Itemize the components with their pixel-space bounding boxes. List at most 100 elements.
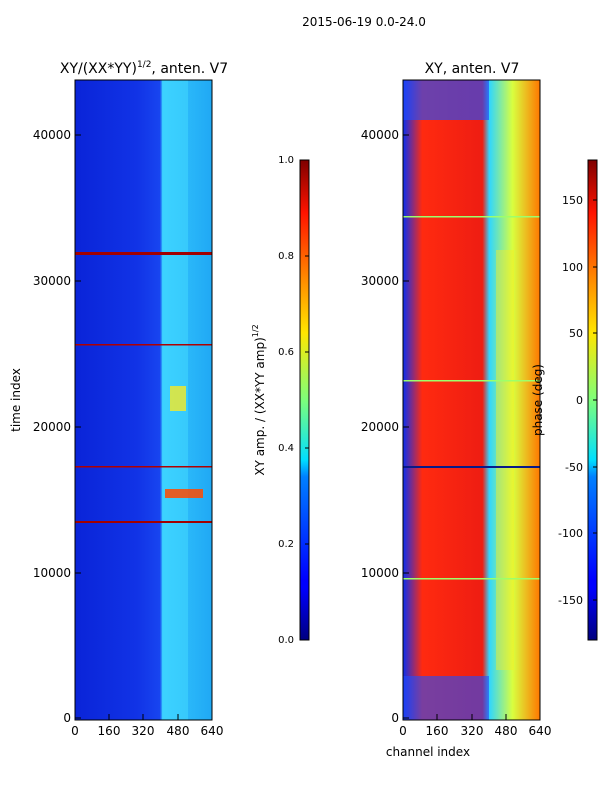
right-y-tick: 10000 <box>361 566 409 580</box>
left-red-stripe-3 <box>75 344 212 346</box>
figure-suptitle: 2015-06-19 0.0-24.0 <box>302 15 426 29</box>
left-heatmap-overlays <box>75 80 212 720</box>
right-x-tick: 640 <box>529 714 552 738</box>
right-colorbar-tick: 0 <box>576 394 597 407</box>
left-y-tick: 0 <box>63 711 81 725</box>
left-x-tick: 480 <box>167 714 190 738</box>
right-green-stripe <box>403 216 540 218</box>
left-y-tick-label: 40000 <box>33 128 71 142</box>
right-y-tick: 30000 <box>361 274 409 288</box>
right-x-tick-label: 320 <box>461 724 484 738</box>
left-title-rest: , anten. V7 <box>151 61 228 77</box>
left-red-stripe-2 <box>75 521 212 523</box>
left-colorbar-tick: 0.8 <box>278 251 309 262</box>
right-x-tick: 160 <box>426 714 449 738</box>
left-colorbar-tick-label: 0.8 <box>278 251 294 262</box>
left-colorbar-label-main: XY amp. / (XX*YY amp) <box>253 337 267 475</box>
left-x-tick-label: 640 <box>201 724 224 738</box>
left-high-band-red <box>165 489 203 498</box>
left-x-tick-label: 160 <box>98 724 121 738</box>
left-y-tick: 40000 <box>33 128 81 142</box>
left-title-main: XY/(XX*YY) <box>60 61 137 77</box>
right-x-tick-label: 0 <box>399 724 407 738</box>
right-colorbar-tick-label: -100 <box>558 527 583 540</box>
right-y-tick-label: 40000 <box>361 128 399 142</box>
right-y-ticks: 0 10000 20000 30000 40000 <box>361 128 409 725</box>
left-y-ticks: 0 10000 20000 30000 40000 <box>33 128 81 725</box>
right-x-tick: 0 <box>399 714 407 738</box>
left-colorbar-tick-label: 0.0 <box>278 635 294 646</box>
right-colorbar-tick: 100 <box>562 261 597 274</box>
left-y-tick-label: 0 <box>63 711 71 725</box>
right-y-tick: 40000 <box>361 128 409 142</box>
left-colorbar-label: XY amp. / (XX*YY amp)1/2 <box>251 324 267 475</box>
left-colorbar-label-sup: 1/2 <box>251 324 260 337</box>
left-y-tick-label: 10000 <box>33 566 71 580</box>
right-colorbar-ticks: -150 -100 -50 0 50 100 150 <box>558 194 597 607</box>
right-colorbar-tick: -100 <box>558 527 597 540</box>
right-x-tick: 480 <box>495 714 518 738</box>
left-heatmap-base <box>75 80 212 720</box>
right-x-tick-label: 640 <box>529 724 552 738</box>
left-colorbar-tick-label: 0.4 <box>278 443 294 454</box>
right-colorbar-tick-label: 150 <box>562 194 583 207</box>
left-x-tick: 0 <box>71 714 79 738</box>
right-panel-title: XY, anten. V7 <box>425 61 520 77</box>
left-x-ticks: 0 160 320 480 640 <box>71 714 223 738</box>
left-colorbar-tick-label: 1.0 <box>278 155 294 166</box>
right-colorbar-tick: 50 <box>569 327 597 340</box>
right-y-tick-label: 20000 <box>361 420 399 434</box>
right-x-tick: 320 <box>461 714 484 738</box>
right-colorbar-tick: -150 <box>558 594 597 607</box>
left-colorbar-tick: 0.6 <box>278 347 309 358</box>
left-x-tick: 640 <box>201 714 224 738</box>
right-colorbar-tick: -50 <box>565 461 597 474</box>
left-y-tick: 10000 <box>33 566 81 580</box>
right-blue-stripe <box>403 466 540 468</box>
right-x-tick-label: 480 <box>495 724 518 738</box>
right-heatmap <box>402 79 541 721</box>
left-x-tick: 160 <box>98 714 121 738</box>
right-blue-region-bottom <box>403 676 489 720</box>
left-colorbar-gradient <box>299 159 310 641</box>
right-y-tick-label: 10000 <box>361 566 399 580</box>
left-colorbar-tick: 1.0 <box>278 155 309 166</box>
right-x-tick-label: 160 <box>426 724 449 738</box>
left-colorbar-ticks: 0.0 0.2 0.4 0.6 0.8 1.0 <box>278 155 309 646</box>
left-colorbar-tick-label: 0.6 <box>278 347 294 358</box>
left-red-stripe <box>75 252 212 255</box>
left-x-tick: 320 <box>132 714 155 738</box>
left-y-axis-label: time index <box>9 368 23 432</box>
left-x-tick-label: 320 <box>132 724 155 738</box>
right-heatmap-base <box>403 80 540 720</box>
right-green-stripe-2 <box>403 380 540 382</box>
left-y-tick: 30000 <box>33 274 81 288</box>
right-colorbar-tick: 150 <box>562 194 597 207</box>
left-colorbar-tick: 0.2 <box>278 539 309 550</box>
left-colorbar-tick-label: 0.2 <box>278 539 294 550</box>
left-x-tick-label: 480 <box>167 724 190 738</box>
left-colorbar-tick: 0.4 <box>278 443 309 454</box>
right-colorbar-label: phase (deg) <box>531 364 545 436</box>
right-yellow-band <box>496 250 514 670</box>
left-colorbar: 0.0 0.2 0.4 0.6 0.8 1.0 XY amp. / (XX*YY… <box>251 155 310 646</box>
right-y-tick-label: 0 <box>391 711 399 725</box>
right-green-stripe-3 <box>403 578 540 580</box>
right-colorbar-tick-label: -50 <box>565 461 583 474</box>
left-panel: XY/(XX*YY)1/2, anten. V7 time index 0 16… <box>9 60 228 738</box>
left-x-tick-label: 0 <box>71 724 79 738</box>
right-colorbar-tick-label: 100 <box>562 261 583 274</box>
left-y-tick-label: 20000 <box>33 420 71 434</box>
right-colorbar-tick-label: 50 <box>569 327 583 340</box>
left-y-tick: 20000 <box>33 420 81 434</box>
right-colorbar: -150 -100 -50 0 50 100 150 phase (deg) <box>531 159 598 641</box>
right-x-axis-label: channel index <box>386 745 470 759</box>
right-y-tick: 20000 <box>361 420 409 434</box>
left-colorbar-tick: 0.0 <box>278 635 309 646</box>
right-y-tick: 0 <box>391 711 409 725</box>
left-red-stripe-4 <box>75 466 212 468</box>
left-heatmap <box>74 79 213 721</box>
right-blue-region-top <box>403 80 489 120</box>
right-colorbar-tick-label: -150 <box>558 594 583 607</box>
